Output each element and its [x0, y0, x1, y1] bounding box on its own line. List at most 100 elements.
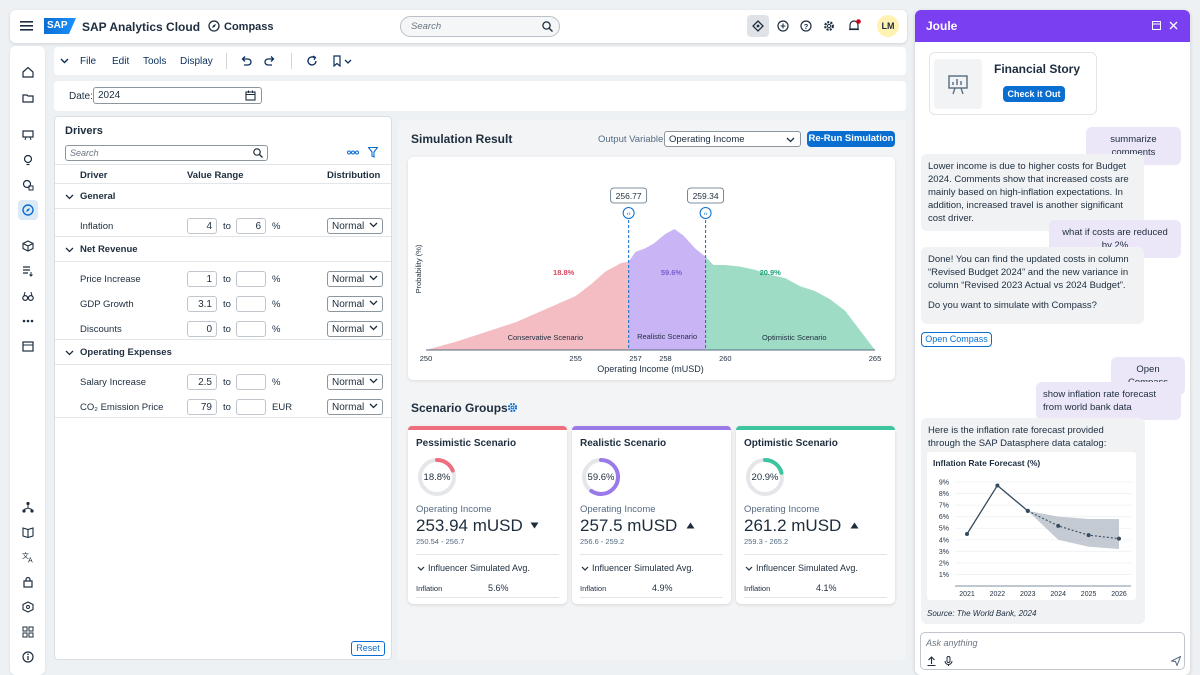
collapse-chevron-icon[interactable] — [60, 58, 69, 64]
influencer-value: 5.6% — [488, 583, 509, 593]
distribution-select[interactable]: Normal — [327, 271, 383, 287]
list-icon[interactable] — [18, 261, 38, 281]
info-icon[interactable] — [18, 647, 38, 667]
row-separator — [55, 339, 391, 340]
user-avatar[interactable]: LM — [877, 15, 899, 37]
calendar-icon[interactable] — [18, 336, 38, 356]
trend-down-icon — [530, 522, 539, 529]
menu-tools[interactable]: Tools — [143, 56, 167, 67]
range-to-input[interactable]: 6 — [236, 218, 266, 234]
chevron-down-icon — [369, 275, 378, 281]
more-options-icon[interactable] — [347, 150, 359, 155]
output-variable-select[interactable]: Operating Income — [664, 131, 801, 147]
menu-display[interactable]: Display — [180, 56, 213, 67]
undo-icon[interactable] — [240, 55, 252, 67]
x-tick-label: 265 — [869, 354, 882, 363]
distribution-value: Normal — [332, 299, 365, 310]
search-icon[interactable] — [253, 148, 263, 158]
range-to-input[interactable] — [236, 374, 266, 390]
drivers-search-input[interactable]: Search — [65, 145, 268, 161]
group-collapse-chevron-icon[interactable] — [65, 350, 74, 356]
menu-file[interactable]: File — [80, 56, 97, 67]
send-icon[interactable] — [1171, 656, 1181, 666]
distribution-select[interactable]: Normal — [327, 218, 383, 234]
threshold-drag-handle[interactable] — [622, 207, 635, 219]
date-label: Date: — [69, 91, 93, 102]
cube-icon[interactable] — [18, 236, 38, 256]
operating-income-value: 261.2 mUSD — [744, 516, 842, 535]
driver-group-label: Net Revenue — [80, 244, 138, 255]
distribution-select[interactable]: Normal — [327, 321, 383, 337]
scenario-card[interactable]: Optimistic Scenario 20.9% Operating Inco… — [736, 426, 895, 604]
notifications-bell-icon[interactable] — [847, 19, 861, 33]
range-from-input[interactable]: 0 — [187, 321, 217, 337]
search-icon[interactable] — [542, 21, 553, 32]
joule-diamond-icon[interactable] — [747, 15, 769, 37]
book-icon[interactable] — [18, 522, 38, 542]
range-to-input[interactable] — [236, 399, 266, 415]
distribution-select[interactable]: Normal — [327, 296, 383, 312]
binoculars-icon[interactable] — [18, 286, 38, 306]
range-from-input[interactable]: 1 — [187, 271, 217, 287]
microphone-icon[interactable] — [944, 656, 953, 666]
chevron-down-icon[interactable] — [417, 566, 425, 572]
bookmark-icon[interactable] — [332, 55, 354, 67]
home-icon[interactable] — [18, 62, 38, 82]
range-from-input[interactable]: 4 — [187, 218, 217, 234]
range-from-input[interactable]: 2.5 — [187, 374, 217, 390]
feedback-icon[interactable] — [777, 20, 789, 32]
user-message: show inflation rate forecast from world … — [1036, 382, 1181, 420]
rerun-simulation-button[interactable]: Re-Run Simulation — [807, 131, 895, 147]
filter-icon[interactable] — [368, 147, 378, 158]
bot-message: Done! You can find the updated costs in … — [921, 247, 1144, 324]
joule-prompt-input[interactable]: Ask anything — [920, 632, 1185, 670]
group-collapse-chevron-icon[interactable] — [65, 247, 74, 253]
chevron-down-icon[interactable] — [745, 566, 753, 572]
lightbulb-icon[interactable] — [18, 150, 38, 170]
data-analyzer-icon[interactable] — [18, 175, 38, 195]
range-to-input[interactable] — [236, 296, 266, 312]
chevron-down-icon[interactable] — [581, 566, 589, 572]
range-from-input[interactable]: 79 — [187, 399, 217, 415]
upload-icon[interactable] — [927, 656, 936, 666]
settings-gear-icon[interactable] — [823, 20, 835, 32]
hierarchy-icon[interactable] — [18, 497, 38, 517]
drag-arrows-icon: ‹› — [704, 212, 708, 218]
window-restore-icon[interactable] — [1152, 21, 1161, 30]
close-icon[interactable] — [1169, 21, 1178, 30]
threshold-drag-handle[interactable] — [699, 207, 712, 219]
help-icon[interactable]: ? — [800, 20, 812, 32]
group-collapse-chevron-icon[interactable] — [65, 194, 74, 200]
settings-gear-icon[interactable] — [507, 402, 518, 413]
redo-icon[interactable] — [264, 55, 276, 67]
open-compass-button[interactable]: Open Compass — [921, 332, 992, 347]
scenario-card[interactable]: Pessimistic Scenario 18.8% Operating Inc… — [408, 426, 567, 604]
compass-nav-icon[interactable] — [18, 200, 38, 220]
lock-icon[interactable] — [18, 572, 38, 592]
date-picker-input[interactable]: 2024 — [93, 87, 262, 104]
refresh-icon[interactable] — [306, 55, 318, 67]
reset-button[interactable]: Reset — [351, 641, 385, 656]
range-to-label: to — [223, 221, 231, 232]
distribution-select[interactable]: Normal — [327, 399, 383, 415]
range-from-input[interactable]: 3.1 — [187, 296, 217, 312]
presentation-icon[interactable] — [18, 125, 38, 145]
scenario-card[interactable]: Realistic Scenario 59.6% Operating Incom… — [572, 426, 731, 604]
shell-search-input[interactable]: Search — [400, 16, 560, 37]
dashboard-icon[interactable] — [18, 622, 38, 642]
calendar-icon[interactable] — [245, 90, 256, 101]
menu-edit[interactable]: Edit — [112, 56, 130, 67]
range-to-input[interactable] — [236, 321, 266, 337]
package-icon[interactable] — [18, 597, 38, 617]
distribution-select[interactable]: Normal — [327, 374, 383, 390]
more-dots-icon[interactable] — [18, 311, 38, 331]
range-to-input[interactable] — [236, 271, 266, 287]
driver-name: GDP Growth — [80, 299, 134, 310]
check-it-out-button[interactable]: Check it Out — [1003, 86, 1065, 102]
hamburger-menu-icon[interactable] — [20, 20, 33, 32]
card-separator — [580, 554, 723, 555]
folder-icon[interactable] — [18, 88, 38, 108]
header-separator — [55, 164, 391, 165]
drivers-panel: Drivers Search Driver Value Range Distri… — [54, 116, 392, 660]
